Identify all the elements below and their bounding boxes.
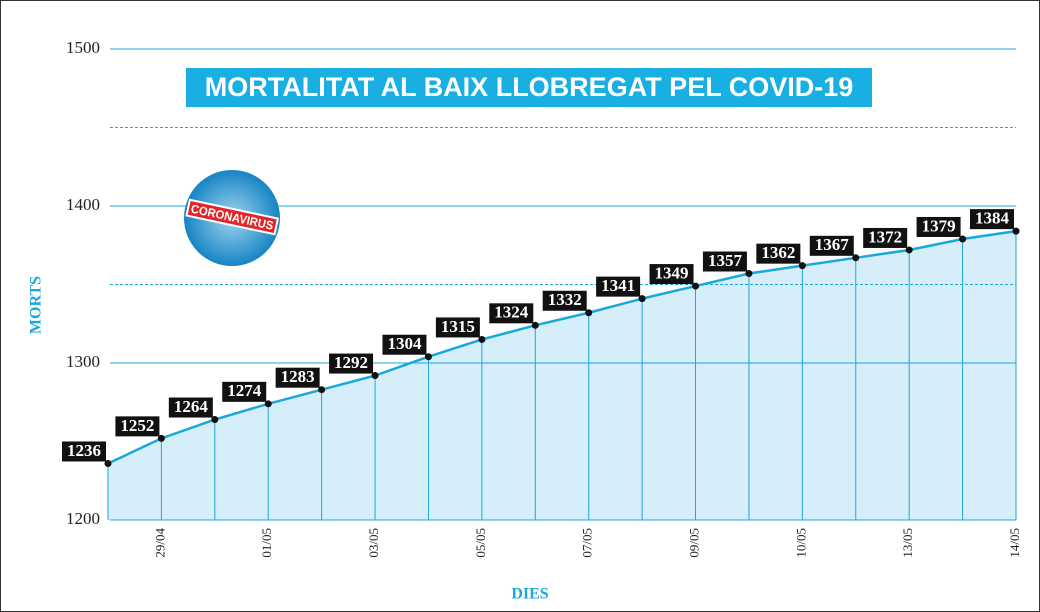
value-label: 1367 — [815, 235, 850, 254]
value-label-bg — [970, 209, 1014, 230]
value-label-bg — [916, 216, 961, 237]
x-tick-label: 07/05 — [580, 528, 595, 558]
value-label: 1236 — [67, 441, 101, 460]
badge-banner-inner — [187, 201, 277, 234]
y-tick-label: 1500 — [66, 38, 100, 57]
x-tick-label: 01/05 — [259, 528, 274, 558]
marker — [424, 353, 432, 361]
marker — [852, 254, 860, 262]
value-label: 1264 — [174, 397, 209, 416]
x-tick-label: 29/04 — [152, 528, 167, 558]
value-label: 1292 — [334, 353, 368, 372]
value-label: 1341 — [601, 276, 635, 295]
x-tick-label: 13/05 — [900, 528, 915, 558]
value-label-bg — [329, 353, 374, 374]
value-label: 1332 — [548, 290, 582, 309]
y-tick-label: 1300 — [66, 352, 100, 371]
y-tick-label: 1400 — [66, 195, 100, 214]
marker — [478, 335, 486, 343]
x-tick-label: 14/05 — [1007, 528, 1022, 558]
value-label-bg — [702, 251, 747, 272]
marker — [905, 246, 913, 254]
chart-title: MORTALITAT AL BAIX LLOBREGAT PEL COVID-1… — [205, 72, 854, 102]
line — [107, 229, 1017, 465]
x-tick-label: 10/05 — [793, 528, 808, 558]
title-box — [186, 68, 872, 107]
value-label-bg — [275, 367, 320, 388]
value-label-bg — [62, 441, 106, 462]
value-label: 1315 — [441, 317, 475, 336]
y-axis-label: MORTS — [28, 276, 45, 334]
value-label-bg — [809, 235, 854, 256]
value-label-bg — [649, 264, 694, 285]
value-label-bg — [756, 243, 801, 264]
value-label-bg — [115, 416, 160, 437]
value-label-bg — [489, 303, 534, 324]
marker — [104, 459, 112, 467]
value-label: 1274 — [227, 381, 262, 400]
value-label-bg — [435, 317, 480, 338]
x-tick-label: 09/05 — [687, 528, 702, 558]
value-label: 1362 — [761, 243, 795, 262]
marker — [692, 282, 700, 290]
value-label-bg — [542, 290, 587, 311]
marker — [371, 372, 379, 380]
x-tick-label: 05/05 — [473, 528, 488, 558]
marker — [211, 416, 219, 424]
value-label: 1384 — [975, 209, 1010, 228]
x-axis-label: DIES — [511, 586, 548, 603]
marker — [157, 434, 165, 442]
marker — [264, 400, 272, 408]
value-label: 1379 — [922, 216, 956, 235]
marker — [798, 262, 806, 270]
y-tick-label: 1200 — [66, 509, 100, 528]
value-label: 1324 — [494, 303, 529, 322]
marker — [318, 386, 326, 394]
value-label: 1252 — [120, 416, 154, 435]
marker — [531, 321, 539, 329]
marker — [959, 235, 967, 243]
value-label: 1304 — [387, 334, 422, 353]
value-label: 1283 — [281, 367, 315, 386]
marker — [585, 309, 593, 317]
marker — [1012, 227, 1020, 235]
value-label: 1372 — [868, 227, 902, 246]
value-label: 1349 — [655, 263, 689, 282]
area — [108, 231, 1016, 520]
x-tick-label: 03/05 — [366, 528, 381, 558]
marker — [638, 295, 646, 303]
value-label-bg — [382, 334, 427, 355]
marker — [745, 270, 753, 278]
value-label: 1357 — [708, 251, 743, 270]
value-label-bg — [222, 381, 267, 402]
value-label-bg — [596, 276, 641, 297]
value-label-bg — [168, 397, 213, 418]
value-label-bg — [863, 227, 908, 248]
